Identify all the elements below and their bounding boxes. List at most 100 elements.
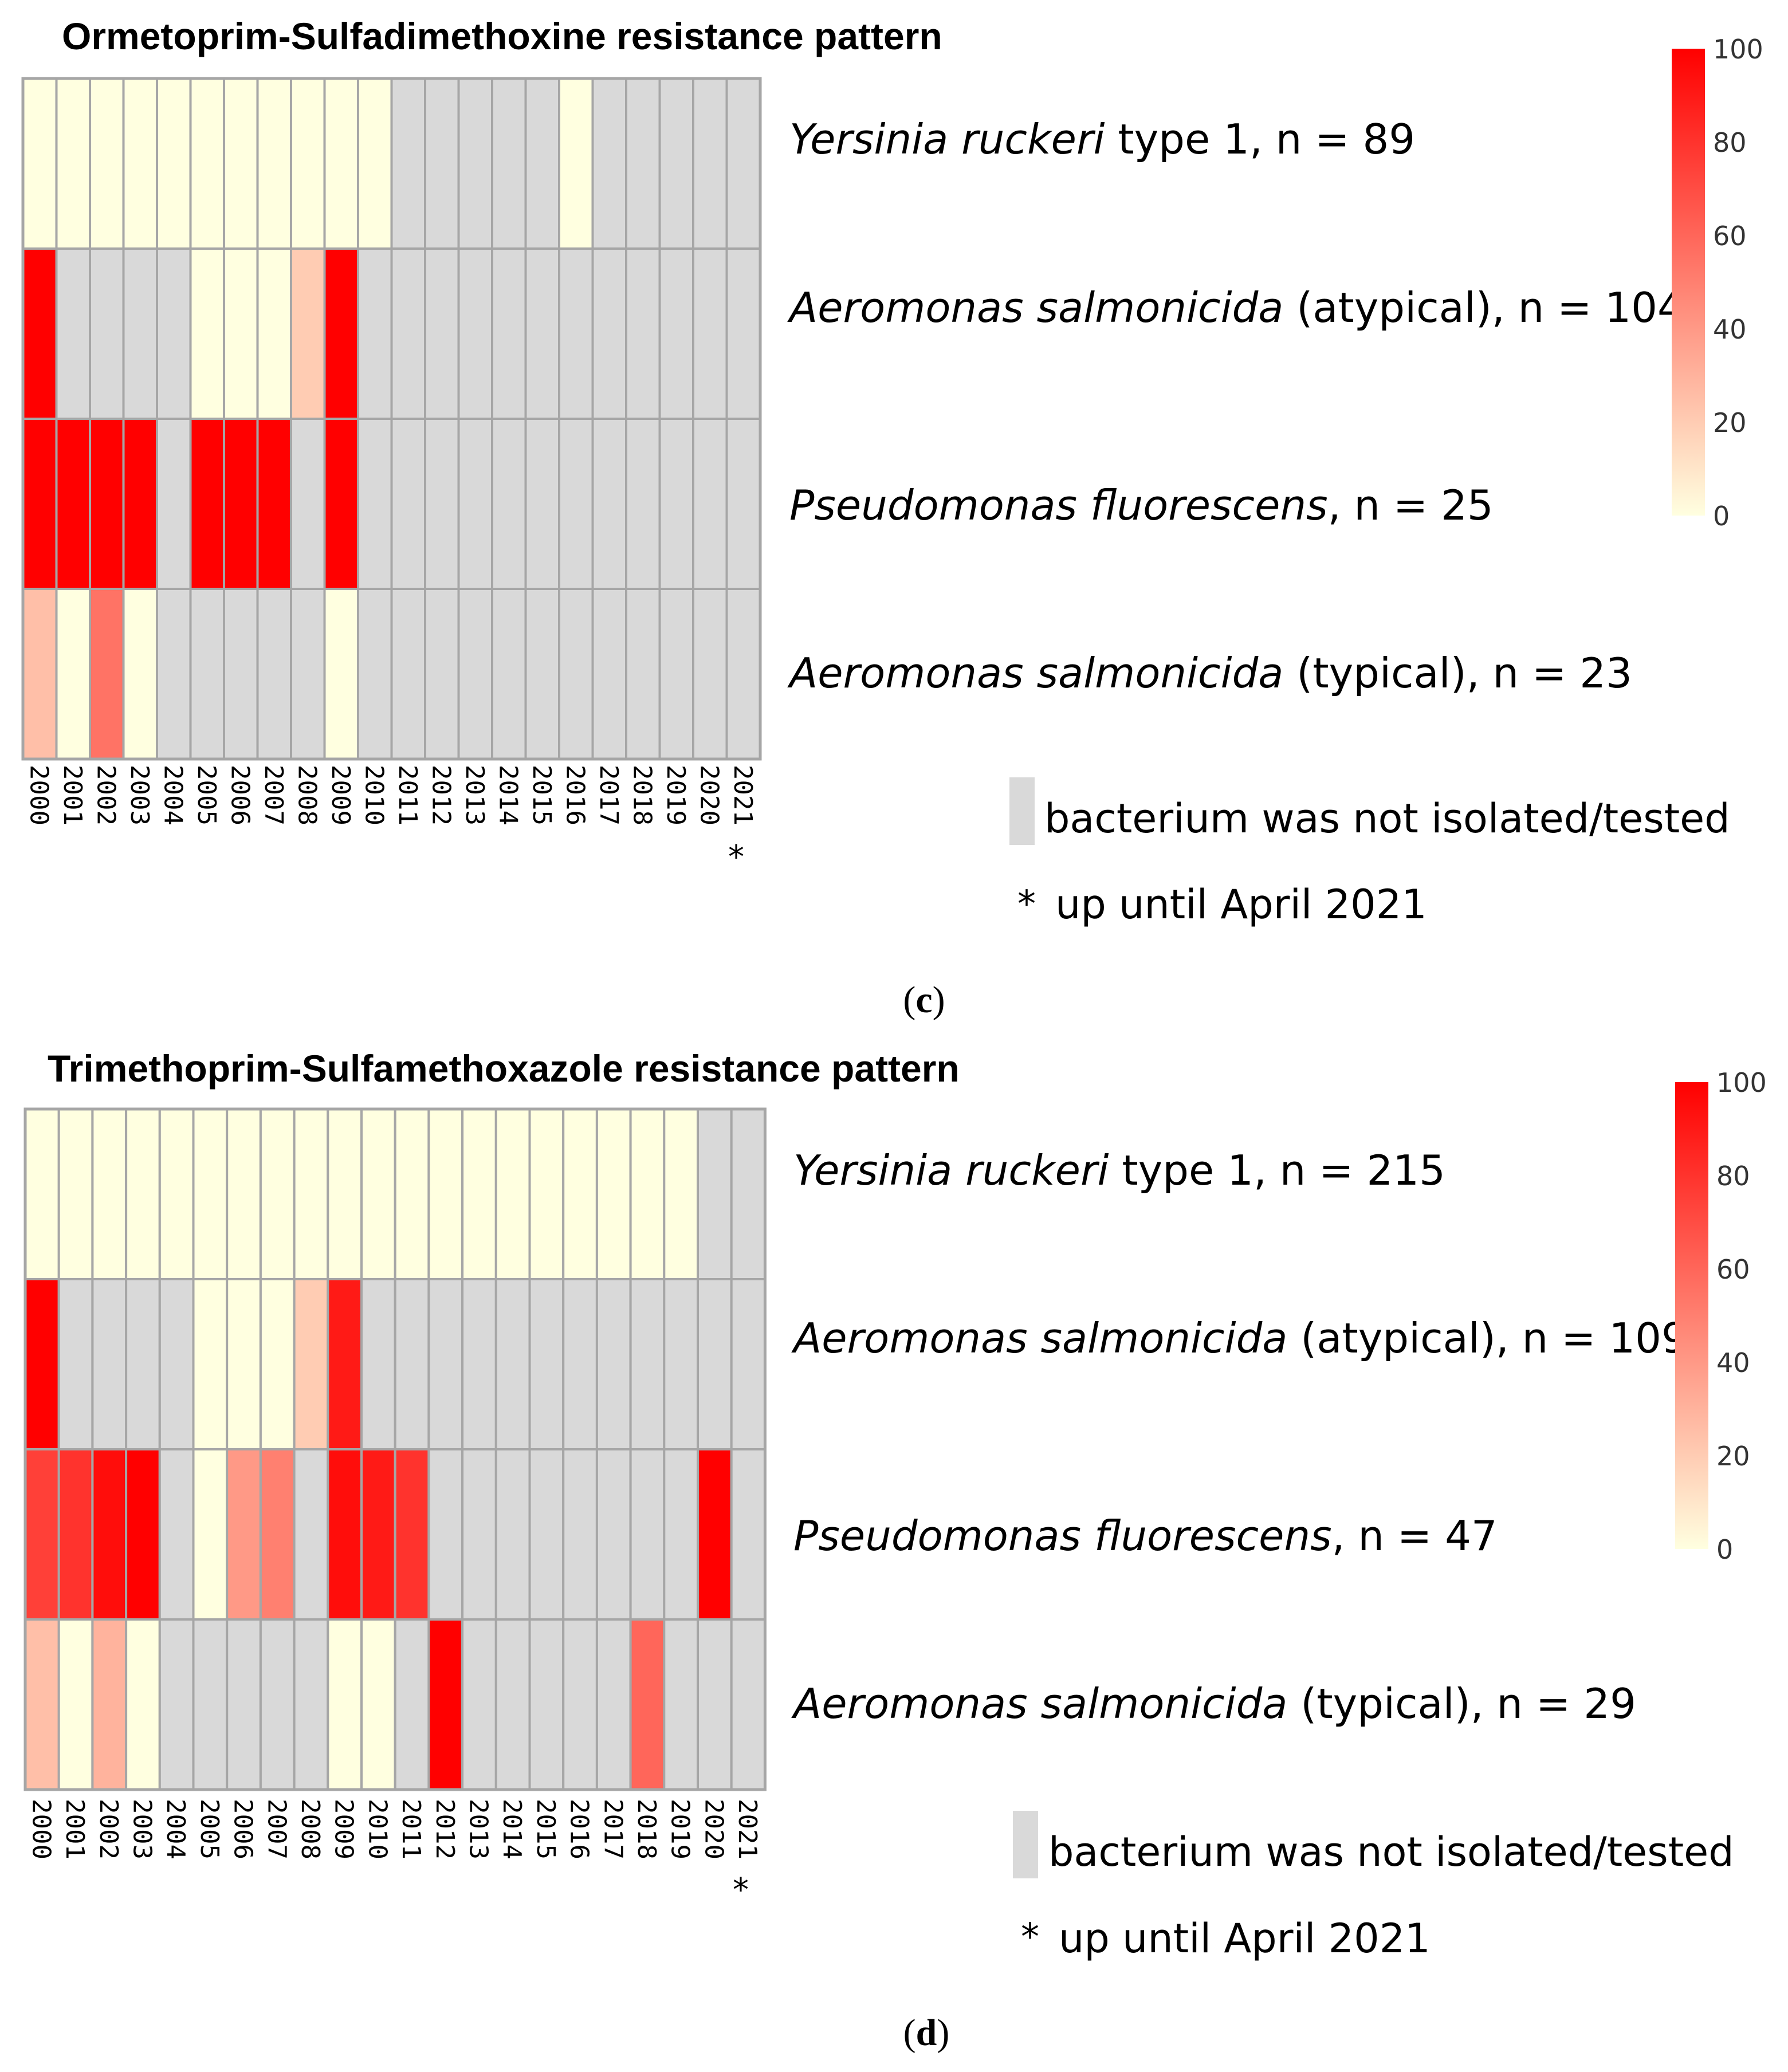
colorbar-gradient bbox=[1672, 49, 1705, 516]
footnote-star: * bbox=[1017, 883, 1036, 926]
heatmap-cell bbox=[697, 1278, 733, 1450]
colorbar-tick-label: 60 bbox=[1716, 1254, 1750, 1285]
heatmap-cell bbox=[24, 1278, 60, 1450]
year-tick-label: 2011 bbox=[396, 1799, 426, 1859]
heatmap-cell bbox=[730, 1108, 767, 1280]
heatmap-cell bbox=[290, 418, 326, 590]
colorbar-tick-label: 80 bbox=[1713, 127, 1747, 158]
heatmap-cell bbox=[427, 1278, 464, 1450]
heatmap-cell bbox=[595, 1618, 632, 1791]
heatmap-cell bbox=[290, 247, 326, 420]
heatmap-cell bbox=[558, 588, 594, 760]
heatmap-cell bbox=[663, 1278, 700, 1450]
heatmap-cell bbox=[524, 588, 560, 760]
heatmap-cell bbox=[323, 77, 359, 250]
heatmap-cell bbox=[91, 1278, 128, 1450]
panel-c-label: (c) bbox=[903, 979, 945, 1021]
panel-c-grid bbox=[21, 77, 762, 761]
year-tick-label: 2001 bbox=[58, 765, 87, 825]
panel-c-legend: bacterium was not isolated/tested * up u… bbox=[1009, 777, 1730, 928]
heatmap-cell bbox=[725, 247, 761, 420]
row-label: Pseudomonas fluorescens, n = 47 bbox=[793, 1512, 1498, 1560]
heatmap-cell bbox=[394, 1278, 430, 1450]
year-tick-label: 2009 bbox=[326, 765, 355, 825]
year-tick-label: 2007 bbox=[262, 1799, 291, 1859]
heatmap-cell bbox=[55, 588, 91, 760]
heatmap-cell bbox=[658, 588, 694, 760]
heatmap-cell bbox=[629, 1278, 666, 1450]
heatmap-cell bbox=[223, 77, 259, 250]
year-tick-label: 2006 bbox=[229, 1799, 258, 1859]
heatmap-cell bbox=[24, 1448, 60, 1621]
heatmap-cell bbox=[494, 1448, 531, 1621]
heatmap-cell bbox=[223, 588, 259, 760]
heatmap-cell bbox=[357, 77, 393, 250]
heatmap-cell bbox=[290, 588, 326, 760]
row-label: Pseudomonas fluorescens, n = 25 bbox=[789, 481, 1494, 529]
heatmap-cell bbox=[629, 1618, 666, 1791]
heatmap-cell bbox=[55, 418, 91, 590]
heatmap-cell bbox=[55, 247, 91, 420]
heatmap-cell bbox=[528, 1448, 565, 1621]
heatmap-cell bbox=[427, 1108, 464, 1280]
year-tick-label: 2000 bbox=[24, 765, 53, 825]
heatmap-cell bbox=[57, 1448, 94, 1621]
heatmap-cell bbox=[697, 1618, 733, 1791]
footnote-text: up until April 2021 bbox=[1055, 881, 1427, 928]
footnote-text: up until April 2021 bbox=[1059, 1915, 1431, 1962]
heatmap-cell bbox=[658, 418, 694, 590]
heatmap-cell bbox=[122, 588, 158, 760]
year-tick-label: 2010 bbox=[363, 1799, 392, 1859]
heatmap-cell bbox=[89, 77, 125, 250]
year-tick-label: 2021 bbox=[728, 765, 757, 825]
year-tick-label: 2017 bbox=[594, 765, 623, 825]
heatmap-cell bbox=[730, 1618, 767, 1791]
heatmap-cell bbox=[57, 1618, 94, 1791]
heatmap-cell bbox=[427, 1618, 464, 1791]
heatmap-cell bbox=[259, 1618, 296, 1791]
heatmap-cell bbox=[256, 247, 292, 420]
heatmap-cell bbox=[591, 588, 627, 760]
panel-c-colorbar: 100 80 60 40 20 0 bbox=[1672, 34, 1763, 532]
heatmap-cell bbox=[394, 1448, 430, 1621]
heatmap-cell bbox=[390, 418, 426, 590]
heatmap-cell bbox=[156, 418, 192, 590]
heatmap-cell bbox=[158, 1618, 195, 1791]
heatmap-cell bbox=[457, 77, 493, 250]
year-tick-label: 2004 bbox=[158, 765, 187, 825]
colorbar-tick-label: 100 bbox=[1713, 34, 1763, 65]
heatmap-cell bbox=[323, 588, 359, 760]
heatmap-cell bbox=[457, 588, 493, 760]
heatmap-cell bbox=[524, 77, 560, 250]
colorbar-tick-label: 20 bbox=[1716, 1441, 1750, 1472]
heatmap-cell bbox=[457, 247, 493, 420]
heatmap-cell bbox=[89, 247, 125, 420]
heatmap-cell bbox=[558, 418, 594, 590]
panel-c-title: Ormetoprim-Sulfadimethoxine resistance p… bbox=[62, 15, 942, 57]
heatmap-cell bbox=[692, 588, 728, 760]
heatmap-cell bbox=[156, 588, 192, 760]
heatmap-cell bbox=[223, 418, 259, 590]
year-tick-label: 2013 bbox=[464, 1799, 493, 1859]
heatmap-cell bbox=[122, 418, 158, 590]
colorbar-tick-label: 40 bbox=[1713, 314, 1747, 345]
heatmap-cell bbox=[558, 77, 594, 250]
panel-c: Ormetoprim-Sulfadimethoxine resistance p… bbox=[21, 15, 1763, 1021]
heatmap-cell bbox=[558, 247, 594, 420]
year-tick-label: 2020 bbox=[699, 1799, 728, 1859]
heatmap-cell bbox=[629, 1448, 666, 1621]
year-tick-label: 2012 bbox=[430, 1799, 459, 1859]
heatmap-cell bbox=[591, 77, 627, 250]
heatmap-cell bbox=[189, 77, 225, 250]
heatmap-cell bbox=[259, 1108, 296, 1280]
heatmap-cell bbox=[692, 77, 728, 250]
heatmap-cell bbox=[730, 1278, 767, 1450]
heatmap-cell bbox=[658, 247, 694, 420]
heatmap-cell bbox=[89, 588, 125, 760]
panel-d-letter: d bbox=[916, 2012, 937, 2054]
heatmap-cell bbox=[562, 1448, 598, 1621]
panel-d-label: (d) bbox=[903, 2012, 950, 2054]
year-tick-label: 2019 bbox=[666, 1799, 695, 1859]
heatmap-cell bbox=[360, 1278, 396, 1450]
heatmap-border bbox=[21, 77, 762, 761]
